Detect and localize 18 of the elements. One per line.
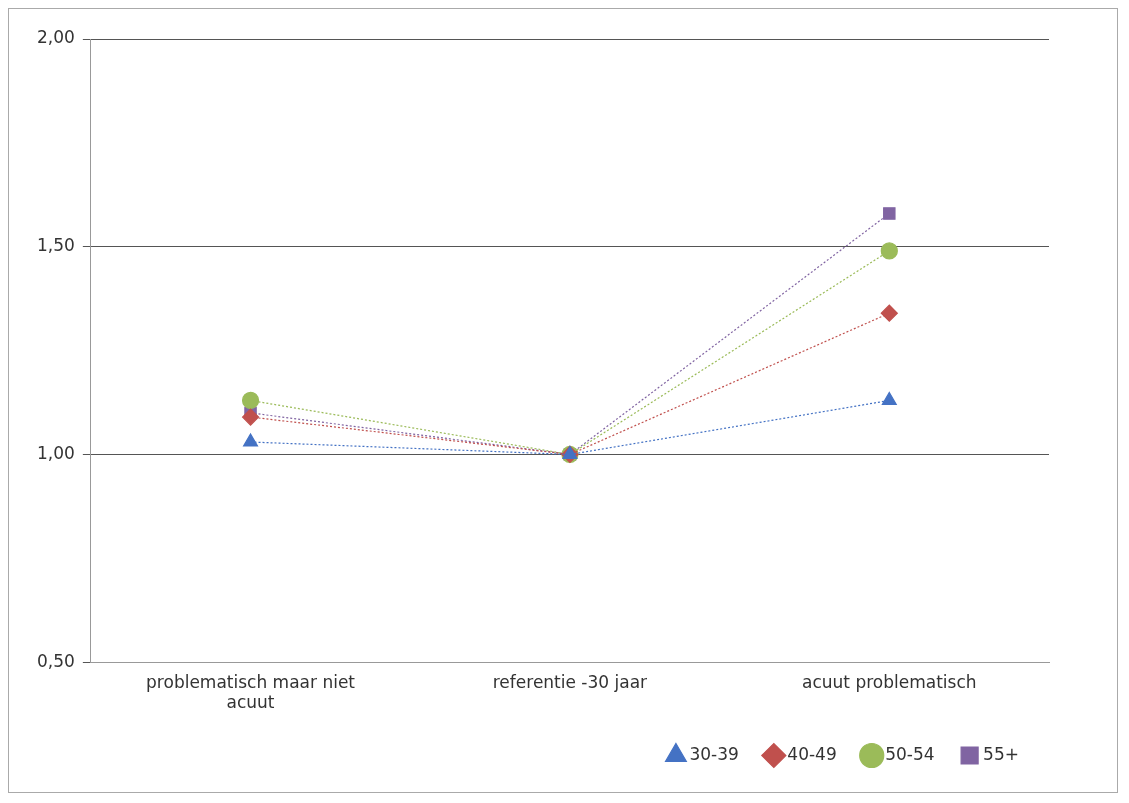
x-tick-label: problematisch maar niet acuut (146, 671, 356, 713)
y-tick-label: 1,50 (36, 235, 75, 256)
legend-label: 30-39 (689, 743, 739, 764)
point (880, 242, 898, 260)
point (241, 391, 260, 410)
point (881, 391, 897, 406)
legend-label: 40-49 (787, 743, 837, 764)
x-tick-label: referentie -30 jaar (492, 671, 648, 692)
y-tick-label: 0,50 (36, 650, 75, 671)
point (241, 408, 260, 426)
point (883, 207, 896, 220)
point (880, 304, 898, 322)
x-tick-label: acuut problematisch (802, 671, 977, 692)
y-tick-label: 2,00 (36, 27, 75, 48)
point (243, 433, 259, 447)
legend-label: 55+ (983, 743, 1020, 764)
y-tick-label: 1,00 (36, 442, 75, 463)
legend-label: 50-54 (885, 743, 935, 764)
